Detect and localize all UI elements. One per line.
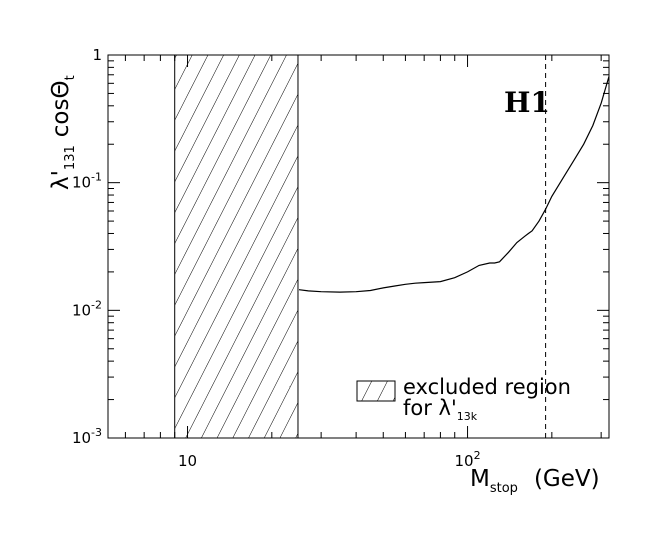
y-axis-label: λ'131cosΘt <box>48 75 78 190</box>
y-tick-label: 1 <box>92 46 102 64</box>
y-tick-label: 10-3 <box>72 426 102 447</box>
x-tick-label: 102 <box>455 449 481 470</box>
x-tick-label: 10 <box>178 452 197 470</box>
legend-line1: excluded region <box>403 375 571 399</box>
plot-frame <box>107 54 610 439</box>
legend-line2: for λ'13k <box>403 396 478 423</box>
y-tick-label: 10-2 <box>72 298 102 319</box>
excluded-region <box>174 54 299 439</box>
legend-hatch-swatch <box>356 380 396 402</box>
h1-badge: H1 <box>504 86 550 119</box>
x-axis-label: Mstop (GeV) <box>470 466 600 496</box>
y-tick-label: 10-1 <box>72 171 102 192</box>
axis-ticks <box>108 54 609 439</box>
axis-tick-labels: 1 10-1 10-2 10-3 10 102 <box>72 46 481 470</box>
limit-curve <box>298 76 609 293</box>
